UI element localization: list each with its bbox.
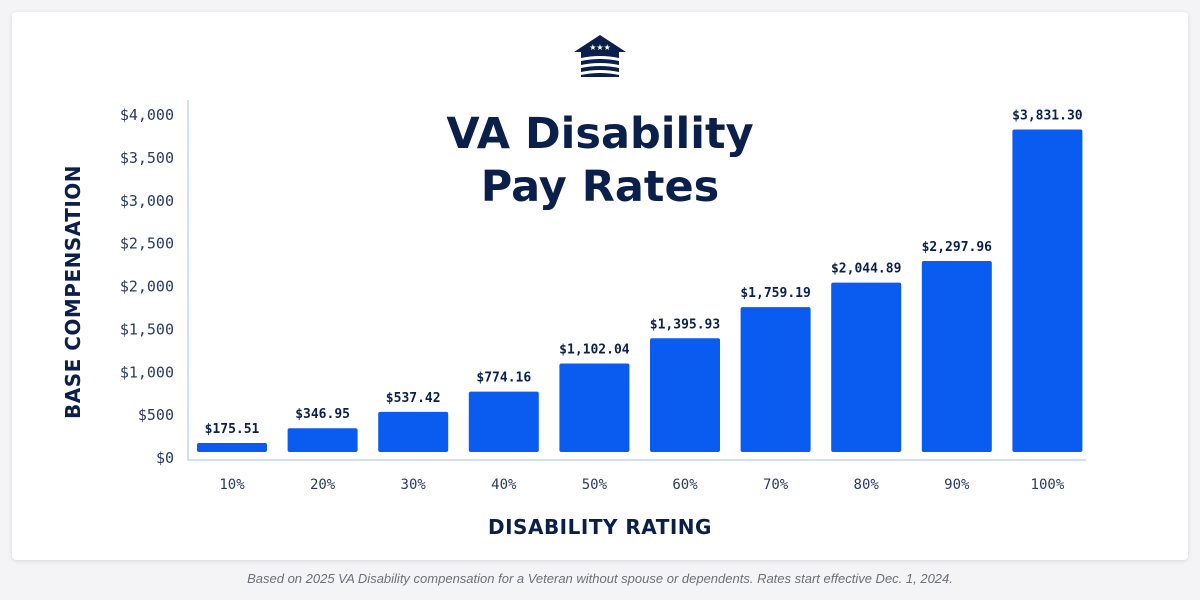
- x-tick-label: 80%: [854, 477, 880, 493]
- chart-card: [12, 12, 1188, 560]
- x-tick-label: 100%: [1031, 477, 1065, 493]
- house-flag-logo-icon: ★★★: [574, 35, 626, 77]
- x-tick-label: 30%: [401, 477, 427, 493]
- x-tick-label: 50%: [582, 477, 608, 493]
- x-tick-label: 60%: [672, 477, 698, 493]
- bar-value-label: $774.16: [476, 371, 531, 386]
- bar: [650, 338, 720, 452]
- bar-value-label: $346.95: [295, 407, 350, 422]
- bar: [921, 260, 992, 452]
- bar-value-label: $1,759.19: [740, 286, 810, 301]
- y-tick-label: $1,000: [120, 363, 174, 381]
- y-tick-label: $1,500: [120, 320, 174, 338]
- svg-text:★★★: ★★★: [589, 43, 611, 52]
- bar-value-label: $1,102.04: [559, 343, 630, 358]
- bar: [287, 428, 358, 452]
- chart-title-line-2: Pay Rates: [480, 162, 720, 212]
- y-tick-label: $3,500: [120, 149, 174, 167]
- x-tick-label: 40%: [491, 477, 517, 493]
- bar: [559, 363, 630, 452]
- bar: [740, 307, 811, 452]
- bar-value-label: $2,044.89: [831, 262, 901, 277]
- x-tick-label: 10%: [219, 477, 245, 493]
- y-tick-label: $500: [138, 406, 174, 424]
- bar: [197, 442, 267, 452]
- y-tick-label: $2,500: [120, 235, 174, 253]
- x-axis-label: DISABILITY RATING: [488, 515, 712, 539]
- bar-value-label: $175.51: [205, 422, 260, 437]
- y-tick-label: $0: [156, 449, 174, 467]
- x-tick-label: 90%: [944, 477, 970, 493]
- bar: [1012, 129, 1083, 453]
- y-tick-label: $4,000: [120, 106, 174, 124]
- bar-value-label: $2,297.96: [922, 240, 993, 255]
- bar: [468, 391, 539, 452]
- bar-value-label: $537.42: [386, 391, 441, 406]
- y-tick-label: $2,000: [120, 278, 174, 296]
- bar-value-label: $1,395.93: [650, 317, 720, 332]
- bar-value-label: $3,831.30: [1012, 108, 1083, 123]
- chart-title-line-1: VA Disability: [446, 109, 754, 159]
- y-tick-label: $3,000: [120, 192, 174, 210]
- bar: [831, 282, 902, 452]
- bar: [378, 411, 449, 452]
- x-tick-label: 70%: [763, 477, 789, 493]
- x-tick-label: 20%: [310, 477, 336, 493]
- footnote: Based on 2025 VA Disability compensation…: [247, 571, 953, 586]
